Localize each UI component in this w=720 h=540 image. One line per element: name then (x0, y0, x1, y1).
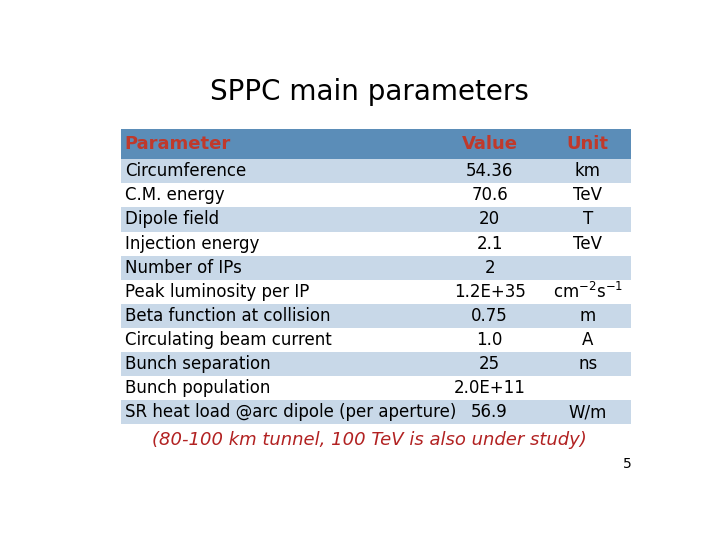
Text: 0.75: 0.75 (471, 307, 508, 325)
Text: 2.1: 2.1 (477, 234, 503, 253)
Text: Beta function at collision: Beta function at collision (125, 307, 330, 325)
Text: 70.6: 70.6 (471, 186, 508, 204)
Text: (80-100 km tunnel, 100 TeV is also under study): (80-100 km tunnel, 100 TeV is also under… (152, 431, 586, 449)
Text: C.M. energy: C.M. energy (125, 186, 225, 204)
Bar (121, 352, 631, 376)
Text: 54.36: 54.36 (466, 162, 513, 180)
Text: W/m: W/m (569, 403, 607, 421)
Bar (121, 255, 631, 280)
Text: 1.2E+35: 1.2E+35 (454, 283, 526, 301)
Text: Circulating beam current: Circulating beam current (125, 331, 331, 349)
Bar (121, 400, 631, 424)
Text: m: m (580, 307, 596, 325)
Text: Unit: Unit (567, 135, 609, 153)
Text: 2.0E+11: 2.0E+11 (454, 379, 526, 397)
Text: A: A (582, 331, 593, 349)
Text: 5: 5 (623, 457, 631, 471)
Bar (121, 207, 631, 232)
Text: Bunch population: Bunch population (125, 379, 270, 397)
Text: SR heat load @arc dipole (per aperture): SR heat load @arc dipole (per aperture) (125, 403, 456, 421)
Text: 56.9: 56.9 (471, 403, 508, 421)
Bar (121, 328, 631, 352)
Text: 20: 20 (479, 211, 500, 228)
Text: TeV: TeV (573, 234, 603, 253)
Text: Bunch separation: Bunch separation (125, 355, 271, 373)
Bar (121, 376, 631, 400)
Bar (121, 129, 631, 159)
Text: ns: ns (578, 355, 598, 373)
Text: Parameter: Parameter (125, 135, 231, 153)
Text: Value: Value (462, 135, 518, 153)
Text: TeV: TeV (573, 186, 603, 204)
Bar (121, 280, 631, 304)
Text: T: T (582, 211, 593, 228)
Text: 2: 2 (485, 259, 495, 276)
Bar (121, 159, 631, 183)
Text: cm$^{-2}$s$^{-1}$: cm$^{-2}$s$^{-1}$ (553, 282, 623, 302)
Text: Peak luminosity per IP: Peak luminosity per IP (125, 283, 309, 301)
Text: Injection energy: Injection energy (125, 234, 259, 253)
Bar (121, 183, 631, 207)
Text: 1.0: 1.0 (477, 331, 503, 349)
Text: Number of IPs: Number of IPs (125, 259, 242, 276)
Text: 25: 25 (479, 355, 500, 373)
Text: SPPC main parameters: SPPC main parameters (210, 78, 528, 106)
Bar (121, 232, 631, 255)
Text: Circumference: Circumference (125, 162, 246, 180)
Text: Dipole field: Dipole field (125, 211, 219, 228)
Bar (121, 304, 631, 328)
Text: km: km (575, 162, 601, 180)
